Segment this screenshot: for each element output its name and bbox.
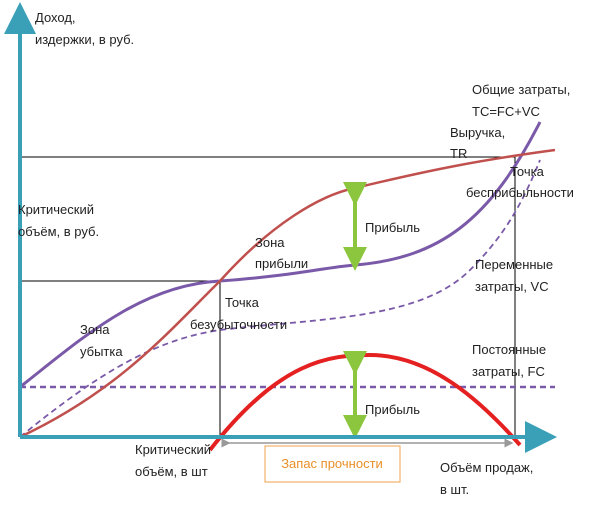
labels: Доход, издержки, в руб. Общие затраты, T… [18,10,574,497]
label: TR [450,146,467,161]
label: Объём продаж, [440,460,533,475]
safety-box [264,445,401,483]
label: прибыли [255,256,308,271]
label: затраты, FC [472,364,545,379]
label: Точка [225,295,260,310]
label: Зона [80,322,110,337]
label: в шт. [440,482,469,497]
label: убытка [80,344,123,359]
tc-curve [19,121,542,389]
label: Выручка, [450,125,505,140]
label: бесприбыльности [466,185,574,200]
label: объём, в руб. [18,224,99,239]
guides [20,156,516,440]
profit-curve [208,352,522,452]
label: Зона [255,235,285,250]
label: объём, в шт [135,464,208,479]
label: Прибыль [365,402,420,417]
label: Критический [135,442,211,457]
label: Переменные [475,257,553,272]
safety-label: Запас прочности [281,456,383,471]
label: TC=FC+VC [472,104,540,119]
label: безубыточности [190,317,287,332]
label: Постоянные [472,342,546,357]
label: Критический [18,202,94,217]
label: Общие затраты, [472,82,570,97]
label: Точка [510,164,545,179]
label: Доход, [35,10,76,25]
label: издержки, в руб. [35,32,134,47]
tr-curve [19,148,556,439]
label: затраты, VC [475,279,549,294]
label: Прибыль [365,220,420,235]
vc-curve [19,159,541,438]
